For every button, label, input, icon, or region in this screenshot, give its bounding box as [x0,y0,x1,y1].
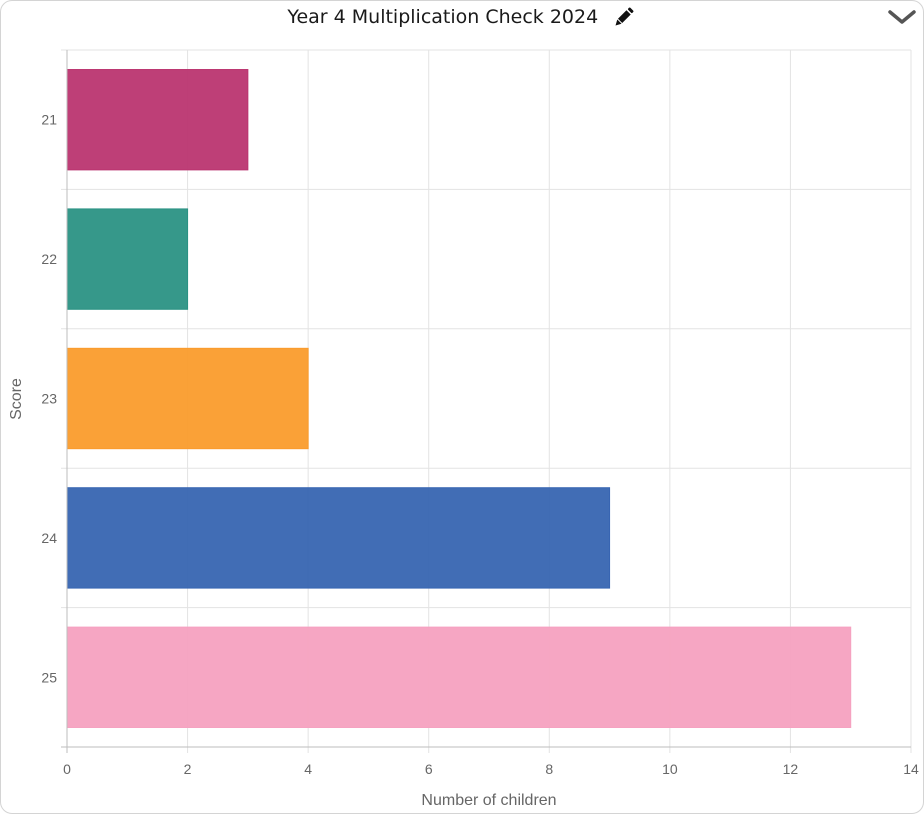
y-tick-label: 22 [41,251,57,267]
x-tick-label: 2 [184,761,192,777]
bar-23[interactable] [66,347,309,450]
y-axis-title: Score [8,378,25,420]
y-tick-label: 21 [41,112,57,128]
bars [66,69,852,728]
bar-25[interactable] [66,626,852,728]
title-area: Year 4 Multiplication Check 2024 [1,4,923,30]
x-tick-label: 14 [903,761,919,777]
x-tick-label: 12 [783,761,799,777]
x-tick-label: 4 [304,761,312,777]
chart-header: Year 4 Multiplication Check 2024 [1,1,923,33]
x-tick-label: 0 [63,761,71,777]
x-tick-label: 10 [662,761,678,777]
bar-24[interactable] [66,487,611,589]
x-tick-label: 8 [545,761,553,777]
bar-21[interactable] [66,69,249,171]
edit-title-button[interactable] [611,4,637,30]
y-tick-label: 23 [41,391,57,407]
collapse-button[interactable] [887,5,917,29]
x-tick-label: 6 [425,761,433,777]
pencil-icon [615,7,634,26]
y-tick-label: 24 [41,530,57,546]
chevron-down-icon [888,10,916,24]
chart-title: Year 4 Multiplication Check 2024 [287,6,599,28]
x-axis-title: Number of children [421,792,556,809]
y-tick-label: 25 [41,669,57,685]
bar-22[interactable] [66,208,189,310]
